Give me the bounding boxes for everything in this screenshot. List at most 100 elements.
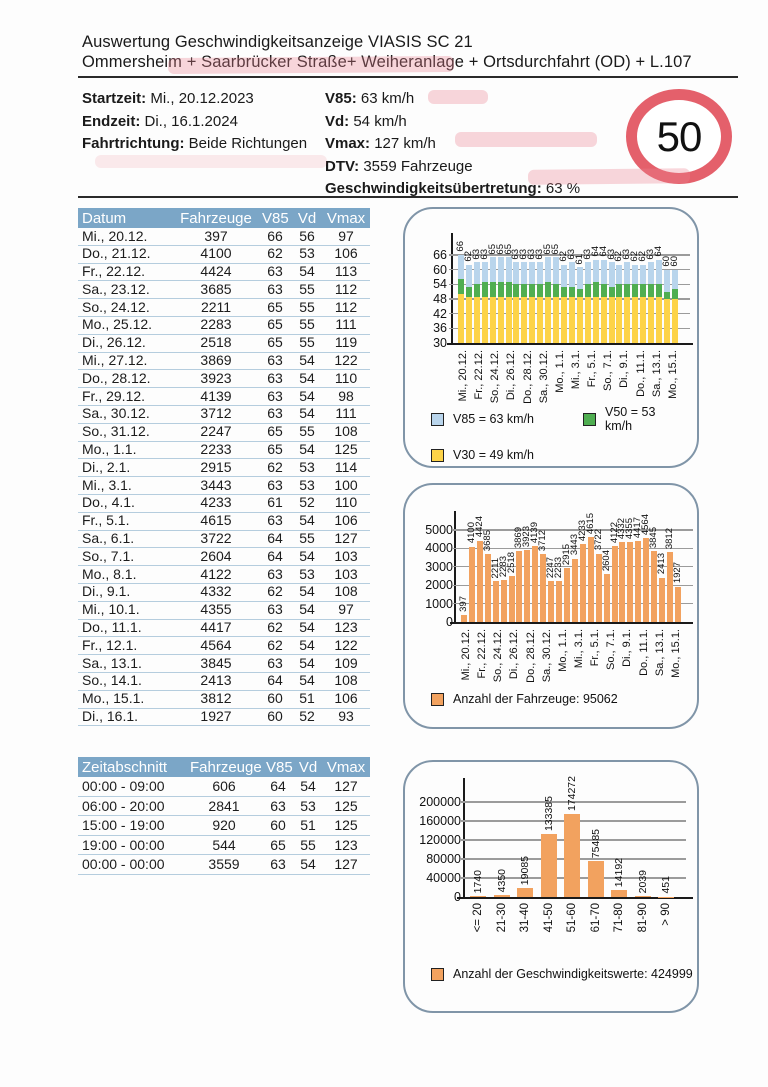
bar: 64 bbox=[590, 246, 601, 343]
bar-value-label: 1927 bbox=[671, 562, 683, 584]
table-row: So., 14.1. 2413 64 54 108 bbox=[78, 672, 370, 691]
cell-vmax: 122 bbox=[322, 352, 370, 371]
bar-segment bbox=[505, 296, 512, 343]
info-label: Startzeit: bbox=[82, 90, 147, 107]
cell-v85: 60 bbox=[262, 815, 294, 836]
y-tick-label: 80000 bbox=[426, 852, 461, 866]
info-value: Di., 16.1.2024 bbox=[144, 112, 238, 130]
legend-item: Anzahl der Fahrzeuge: 95062 bbox=[431, 692, 618, 706]
cell-vd: 54 bbox=[292, 369, 322, 389]
info-row: Vmax: 127 km/h bbox=[325, 133, 580, 156]
cell-v85: 63 bbox=[262, 796, 294, 816]
cell-vd: 54 bbox=[292, 405, 322, 424]
info-value: 63 % bbox=[545, 180, 581, 197]
bar-segment bbox=[608, 296, 615, 343]
cell-vmax: 97 bbox=[322, 228, 370, 246]
cell-vd: 53 bbox=[292, 476, 322, 495]
cell-vehicles: 606 bbox=[186, 777, 262, 797]
divider bbox=[78, 196, 738, 198]
bar-segment bbox=[524, 549, 531, 622]
cell-vehicles: 2247 bbox=[174, 423, 258, 442]
cell-v85: 62 bbox=[258, 458, 292, 478]
highlighter-mark bbox=[527, 168, 691, 185]
bar: 65 bbox=[542, 244, 553, 343]
chart-legend: V85 = 63 km/h V50 = 53 km/h V30 = 49 km/… bbox=[431, 405, 679, 462]
table-row: So., 31.12. 2247 65 55 108 bbox=[78, 423, 370, 442]
cell-vmax: 103 bbox=[322, 547, 370, 567]
bar-segment bbox=[632, 296, 639, 343]
bar-segment bbox=[545, 296, 552, 343]
cell-vd: 51 bbox=[292, 690, 322, 709]
bar-segment bbox=[493, 894, 510, 897]
x-tick-label: Di., 26.12. bbox=[505, 350, 518, 401]
cell-vd: 53 bbox=[292, 458, 322, 478]
cell-vmax: 125 bbox=[322, 441, 370, 460]
info-row: Endzeit: Di., 16.1.2024 bbox=[82, 111, 307, 134]
legend-swatch bbox=[431, 448, 444, 462]
highlighter-mark bbox=[455, 132, 597, 147]
table-row: 06:00 - 20:00 2841 63 53 125 bbox=[78, 796, 370, 816]
col-header-datum: Datum bbox=[78, 208, 174, 228]
y-tick-label: 30 bbox=[433, 336, 447, 350]
cell-date: Mi., 10.1. bbox=[78, 601, 174, 620]
cell-vd: 52 bbox=[292, 494, 322, 513]
cell-vmax: 108 bbox=[322, 583, 370, 602]
legend-label: Anzahl der Fahrzeuge: 95062 bbox=[453, 692, 618, 706]
bar: 4139 bbox=[529, 522, 540, 622]
bar-segment bbox=[666, 551, 673, 622]
bar: 397 bbox=[458, 530, 469, 622]
bar: 63 bbox=[471, 249, 482, 343]
cell-vmax: 123 bbox=[322, 619, 370, 638]
y-axis-line bbox=[463, 778, 465, 899]
info-label: Geschwindigkeitsübertretung: bbox=[325, 180, 542, 197]
table-row: Mo., 25.12. 2283 65 55 111 bbox=[78, 316, 370, 335]
table-row: Fr., 5.1. 4615 63 54 106 bbox=[78, 512, 370, 531]
bar: 65 bbox=[487, 244, 498, 343]
cell-date: So., 14.1. bbox=[78, 672, 174, 691]
bar: 62 bbox=[637, 251, 648, 343]
cell-vehicles: 2211 bbox=[174, 298, 258, 317]
cell-vd: 55 bbox=[294, 835, 322, 855]
info-label: V85: bbox=[325, 90, 357, 107]
y-tick-label: 40000 bbox=[426, 871, 461, 885]
bar-segment bbox=[473, 296, 480, 343]
bar-group: 66 62 63 63 65 65 65 63 63 63 63 65 65 62 63 61 63 64 64 63… bbox=[455, 241, 681, 343]
table-row: Mo., 8.1. 4122 63 53 103 bbox=[78, 565, 370, 584]
bar-segment bbox=[470, 896, 486, 897]
cell-v85: 63 bbox=[258, 476, 292, 495]
bar: 60 bbox=[669, 255, 680, 343]
x-tick-label: Fr., 22.12. bbox=[476, 629, 489, 679]
cell-vmax: 127 bbox=[322, 530, 370, 549]
cell-period: 19:00 - 00:00 bbox=[78, 835, 186, 855]
cell-vehicles: 2283 bbox=[174, 316, 258, 335]
cell-period: 06:00 - 20:00 bbox=[78, 796, 186, 816]
cell-v85: 62 bbox=[258, 619, 292, 638]
bar: 4233 bbox=[577, 520, 588, 622]
bar-segment bbox=[476, 540, 483, 622]
cell-vehicles: 2604 bbox=[174, 547, 258, 567]
bar: 64 bbox=[598, 246, 609, 343]
bar-segment bbox=[587, 861, 604, 897]
cell-vehicles: 4139 bbox=[174, 387, 258, 406]
cell-vehicles: 3685 bbox=[174, 280, 258, 300]
info-label: Vd: bbox=[325, 112, 350, 130]
cell-date: Mo., 8.1. bbox=[78, 565, 174, 584]
cell-vd: 53 bbox=[292, 245, 322, 264]
x-tick-label: Do., 28.12. bbox=[521, 350, 534, 404]
bar-segment bbox=[592, 296, 599, 343]
bar-segment bbox=[600, 296, 607, 343]
cell-vehicles: 2233 bbox=[174, 441, 258, 460]
cell-date: Do., 28.12. bbox=[78, 369, 174, 389]
bar-segment bbox=[481, 296, 488, 343]
table-row: Do., 4.1. 4233 61 52 110 bbox=[78, 494, 370, 513]
bar: 4615 bbox=[585, 513, 596, 622]
x-tick-label: Sa., 30.12. bbox=[540, 629, 553, 683]
cell-v85: 62 bbox=[258, 636, 292, 656]
chart-legend: Anzahl der Geschwindigkeitswerte: 424999 bbox=[431, 967, 693, 981]
info-value: 3559 Fahrzeuge bbox=[363, 157, 473, 175]
legend-swatch bbox=[431, 967, 444, 981]
bar: 2915 bbox=[561, 530, 572, 622]
bar-segment bbox=[603, 574, 610, 622]
cell-date: Fr., 22.12. bbox=[78, 263, 174, 282]
cell-date: Sa., 6.1. bbox=[78, 530, 174, 549]
